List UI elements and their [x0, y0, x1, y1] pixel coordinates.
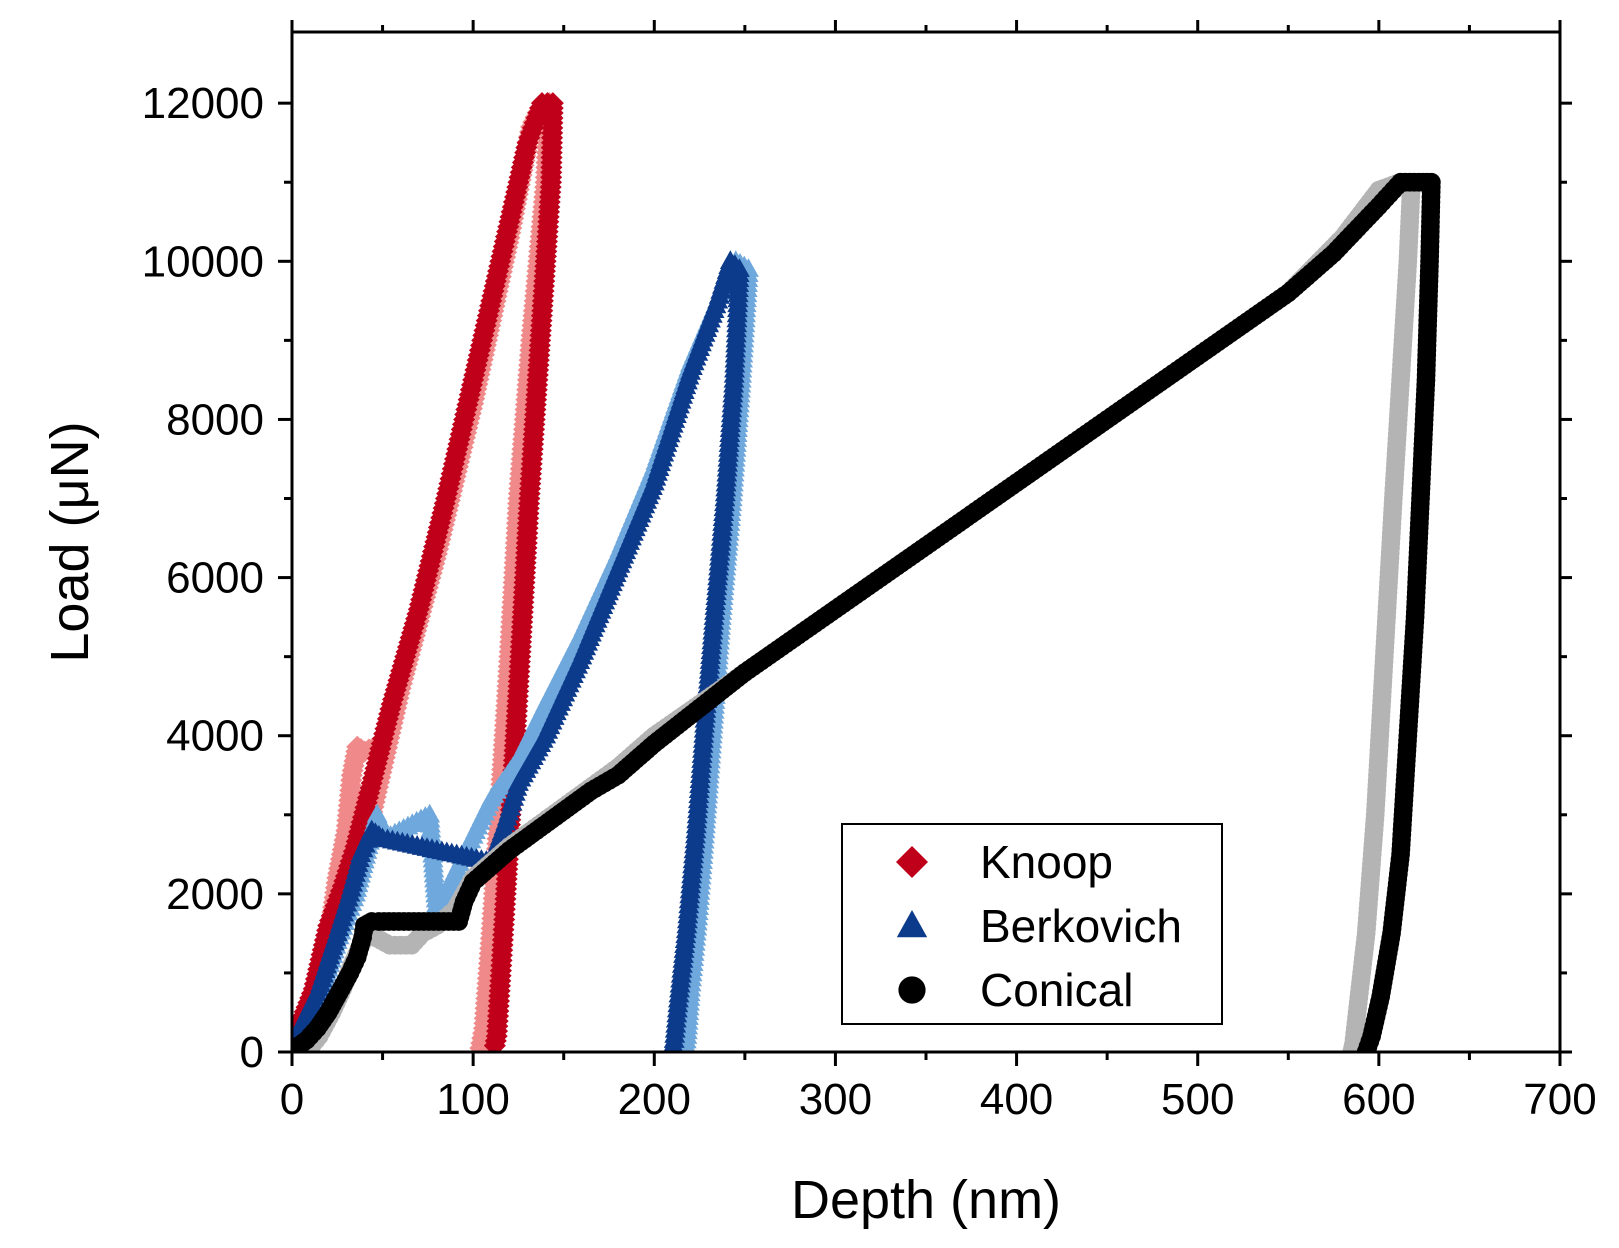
- y-tick-label: 12000: [142, 79, 264, 128]
- x-tick-label: 300: [799, 1075, 872, 1124]
- y-tick-label: 0: [240, 1028, 264, 1077]
- x-tick-label: 700: [1523, 1075, 1596, 1124]
- y-tick-label: 10000: [142, 237, 264, 286]
- x-tick-label: 200: [618, 1075, 691, 1124]
- legend-marker-conical: [898, 976, 926, 1004]
- x-axis-title: Depth (nm): [791, 1170, 1061, 1230]
- data-point: [483, 1034, 506, 1052]
- y-tick-label: 6000: [166, 554, 264, 603]
- data-point: [664, 1038, 680, 1052]
- y-tick-label: 4000: [166, 712, 264, 761]
- data-point: [1356, 1042, 1376, 1052]
- x-tick-label: 0: [280, 1075, 304, 1124]
- y-axis-title: Load (μN): [40, 421, 100, 662]
- legend-marker-knoop: [896, 846, 928, 878]
- legend-label-conical: Conical: [980, 964, 1133, 1016]
- x-tick-label: 500: [1161, 1075, 1234, 1124]
- x-tick-label: 600: [1342, 1075, 1415, 1124]
- x-tick-label: 100: [436, 1075, 509, 1124]
- series-layer: [292, 92, 1441, 1052]
- data-point: [1342, 1042, 1362, 1052]
- data-point: [469, 1037, 492, 1052]
- ticks-layer: 0 100 200 300 400 500 600 700 0 2000 4000 6000 8000 1…: [142, 20, 1597, 1124]
- legend: Knoop Berkovich Conical: [841, 823, 1223, 1025]
- series-conical: [292, 172, 1441, 1052]
- legend-label-berkovich: Berkovich: [980, 900, 1182, 952]
- legend-label-knoop: Knoop: [980, 836, 1113, 888]
- y-tick-label: 8000: [166, 395, 264, 444]
- x-tick-label: 400: [980, 1075, 1053, 1124]
- y-tick-label: 2000: [166, 870, 264, 919]
- legend-marker-berkovich: [896, 910, 928, 938]
